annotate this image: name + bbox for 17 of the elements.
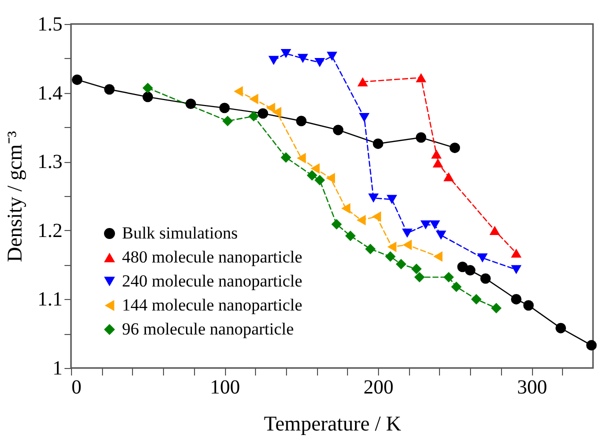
x-tick-label: 200: [364, 376, 394, 398]
x-axis-title: Temperature / K: [264, 412, 402, 436]
legend-label: Bulk simulations: [122, 224, 238, 242]
x-tick-label: 100: [210, 376, 240, 398]
legend-label: 144 molecule nanoparticle: [122, 296, 302, 314]
x-tick-label: 300: [517, 376, 548, 398]
y-tick-label: 1: [52, 358, 62, 380]
legend-label: 240 molecule nanoparticle: [122, 272, 302, 290]
y-tick-label: 1.5: [38, 14, 62, 36]
legend-label: 480 molecule nanoparticle: [122, 248, 302, 266]
y-tick-label: 1.1: [38, 288, 62, 311]
y-tick-label: 1.4: [38, 82, 62, 104]
y-tick-label: 1.2: [38, 220, 62, 242]
y-tick-label: 1.3: [38, 151, 62, 174]
x-tick-label: 0: [72, 376, 82, 398]
legend-label: 96 molecule nanoparticle: [122, 320, 294, 338]
y-axis-title: Density / gcm⁻³: [2, 130, 26, 262]
